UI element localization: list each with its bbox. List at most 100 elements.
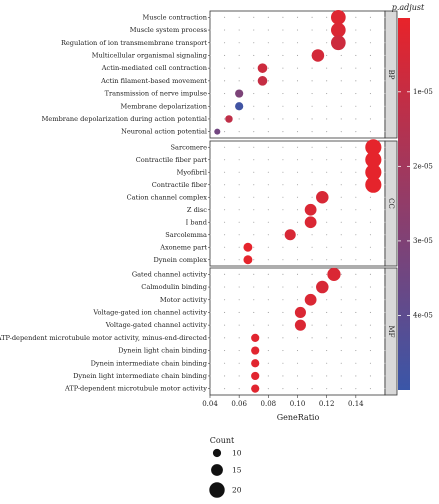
data-point (311, 49, 325, 62)
grid-dot (311, 337, 313, 339)
term-label: Calmodulin binding (141, 283, 207, 291)
grid-dot (311, 146, 313, 148)
grid-dot (224, 259, 226, 261)
grid-dot (369, 131, 371, 133)
grid-dot (326, 375, 328, 377)
grid-dot (384, 337, 386, 339)
grid-dot (355, 42, 357, 44)
grid-dot (224, 54, 226, 56)
grid-dot (311, 273, 313, 275)
x-tick-label: 0.12 (319, 400, 335, 408)
grid-dot (340, 259, 342, 261)
grid-dot (355, 29, 357, 31)
grid-dot (282, 259, 284, 261)
grid-dot (355, 184, 357, 186)
grid-dot (296, 67, 299, 69)
colorbar-tick-label: 3e-05 (413, 237, 433, 245)
grid-dot (384, 146, 386, 148)
grid-dot (311, 42, 313, 44)
grid-dot (355, 324, 357, 326)
grid-dot (253, 209, 255, 211)
grid-dot (326, 311, 328, 314)
term-label: Membrane depolarization (121, 102, 208, 110)
grid-dot (267, 105, 269, 107)
grid-dot (238, 337, 240, 339)
grid-dot (384, 375, 386, 377)
data-point (365, 164, 382, 181)
grid-dot (326, 118, 328, 120)
grid-dot (296, 246, 299, 248)
grid-dot (253, 159, 255, 161)
grid-dot (267, 54, 269, 56)
grid-dot (282, 118, 284, 120)
grid-dot (282, 16, 284, 18)
x-tick-label: 0.06 (231, 400, 247, 408)
grid-dot (224, 80, 226, 82)
grid-dot (369, 29, 371, 31)
grid-dot (253, 171, 255, 173)
grid-dot (369, 221, 371, 223)
grid-dot (340, 118, 342, 120)
grid-dot (340, 196, 342, 198)
grid-dot (384, 171, 386, 173)
grid-dot (384, 246, 386, 248)
grid-dot (253, 67, 255, 69)
grid-dot (253, 131, 255, 133)
grid-dot (384, 234, 386, 236)
panel-strip-label: BP (387, 70, 395, 80)
grid-dot (253, 286, 255, 288)
grid-dot (384, 388, 386, 390)
grid-dot (224, 350, 226, 352)
grid-dot (224, 105, 226, 107)
grid-dot (238, 350, 240, 352)
grid-dot (238, 299, 240, 301)
grid-dot (253, 105, 255, 107)
grid-dot (326, 42, 328, 44)
grid-dot (369, 54, 371, 56)
grid-dot (326, 324, 328, 326)
term-label: Muscle system process (130, 26, 208, 34)
grid-dot (355, 375, 357, 377)
grid-dot (267, 324, 269, 326)
data-point (251, 371, 260, 381)
grid-dot (384, 131, 386, 133)
grid-dot (369, 209, 371, 211)
data-point (257, 76, 268, 86)
grid-dot (238, 259, 240, 261)
grid-dot (253, 118, 255, 120)
grid-dot (238, 159, 240, 161)
grid-dot (224, 234, 226, 236)
grid-dot (326, 184, 328, 186)
grid-dot (282, 273, 284, 275)
grid-dot (355, 80, 357, 82)
grid-dot (340, 80, 342, 82)
grid-dot (384, 350, 386, 352)
grid-dot (238, 221, 240, 223)
grid-dot (355, 311, 357, 314)
grid-dot (326, 362, 328, 364)
grid-dot (224, 209, 226, 211)
grid-dot (296, 93, 299, 95)
grid-dot (340, 146, 342, 148)
grid-dot (369, 273, 371, 275)
grid-dot (282, 221, 284, 223)
term-label: ATP-dependent microtubule motor activity… (0, 334, 208, 342)
grid-dot (326, 54, 328, 56)
grid-dot (311, 311, 313, 314)
grid-dot (296, 299, 299, 301)
grid-dot (253, 273, 255, 275)
grid-dot (267, 375, 269, 377)
grid-dot (369, 93, 371, 95)
grid-dot (384, 286, 386, 288)
color-legend-bar (398, 18, 410, 390)
grid-dot (369, 246, 371, 248)
grid-dot (311, 131, 313, 133)
grid-dot (224, 286, 226, 288)
grid-dot (224, 362, 226, 364)
grid-dot (326, 273, 328, 275)
x-tick-label: 0.04 (202, 400, 218, 408)
grid-dot (355, 146, 357, 148)
term-label: Myofibril (177, 168, 207, 176)
grid-dot (224, 146, 226, 148)
size-legend-title: Count (210, 436, 235, 445)
